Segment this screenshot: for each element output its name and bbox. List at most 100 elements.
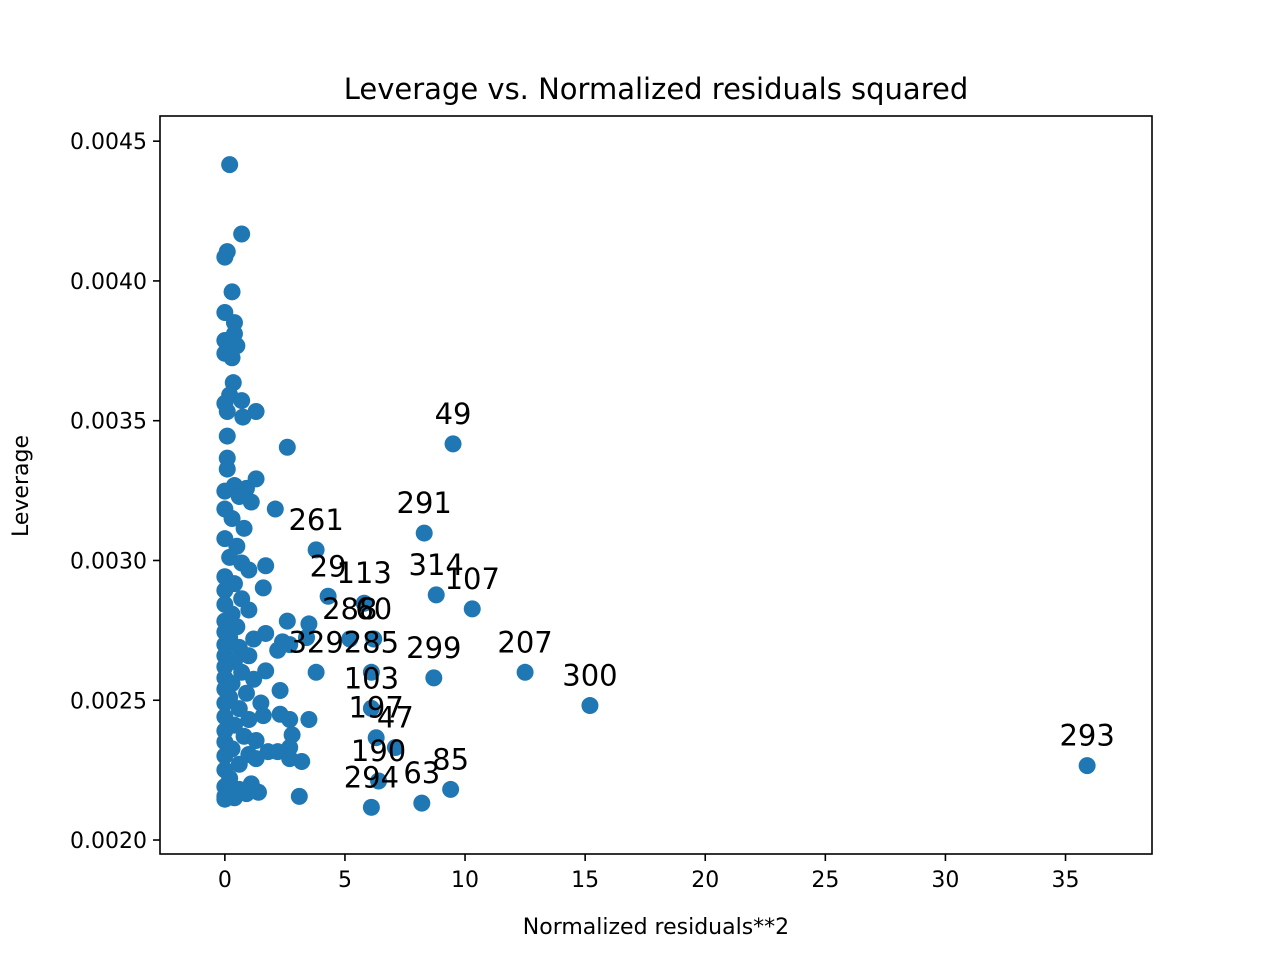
plot-frame <box>159 115 1153 855</box>
x-tick-label: 10 <box>451 868 479 893</box>
point-annotation: 299 <box>406 631 461 665</box>
data-point <box>216 581 234 599</box>
data-point <box>463 600 481 618</box>
data-point <box>237 684 255 702</box>
x-tick-label: 5 <box>338 868 352 893</box>
point-annotation: 85 <box>432 742 469 776</box>
data-point <box>230 700 248 718</box>
data-point <box>216 747 234 765</box>
data-point <box>240 601 258 619</box>
y-axis-title: Leverage <box>9 435 34 537</box>
data-point <box>341 630 359 648</box>
data-point <box>234 408 252 426</box>
x-tick-label: 15 <box>571 868 599 893</box>
data-point <box>278 612 296 630</box>
data-point <box>245 670 263 688</box>
data-point <box>362 663 380 681</box>
data-point <box>298 629 316 647</box>
data-point <box>247 732 265 750</box>
data-point <box>300 711 318 729</box>
data-point <box>233 392 251 410</box>
point-annotation: 103 <box>344 661 399 695</box>
x-tick-label: 20 <box>691 868 719 893</box>
point-annotation: 107 <box>445 562 500 596</box>
point-annotation: 294 <box>344 760 399 794</box>
data-point <box>218 427 236 445</box>
data-point <box>223 349 241 367</box>
y-tick-label: 0.0045 <box>70 130 147 155</box>
data-point <box>235 519 253 537</box>
data-point <box>367 729 385 747</box>
points-layer <box>216 156 1096 816</box>
data-point <box>581 697 599 715</box>
x-axis: 0 5 10 15 20 25 30 35 <box>218 854 1080 893</box>
y-tick-label: 0.0025 <box>70 689 147 714</box>
point-annotation: 197 <box>348 691 403 725</box>
data-point <box>242 493 260 511</box>
data-point <box>307 541 325 559</box>
y-tick-label: 0.0030 <box>70 549 147 574</box>
point-annotation: 207 <box>497 625 552 659</box>
data-point <box>247 750 265 768</box>
data-point <box>216 248 234 266</box>
data-point <box>365 630 383 648</box>
x-tick-label: 0 <box>218 868 232 893</box>
data-point <box>413 794 431 812</box>
data-point <box>362 798 380 816</box>
data-point <box>283 726 301 744</box>
data-point <box>425 669 443 687</box>
point-annotation: 29 <box>310 549 347 583</box>
data-point <box>254 707 272 725</box>
data-point <box>386 738 404 756</box>
x-tick-label: 25 <box>811 868 839 893</box>
point-annotation: 113 <box>336 556 391 590</box>
data-point <box>1078 757 1096 775</box>
point-annotation: 293 <box>1059 719 1114 753</box>
data-point <box>257 557 275 575</box>
data-point <box>218 460 236 478</box>
point-annotation: 300 <box>562 659 617 693</box>
data-point <box>355 594 373 612</box>
data-point <box>233 225 251 243</box>
x-tick-label: 35 <box>1052 868 1080 893</box>
data-point <box>218 402 236 420</box>
data-point <box>370 772 388 790</box>
data-point <box>216 482 234 500</box>
data-point <box>269 641 287 659</box>
point-annotation: 63 <box>403 756 440 790</box>
point-annotation: 291 <box>397 486 452 520</box>
data-point <box>240 561 258 579</box>
data-point <box>254 579 272 597</box>
x-tick-label: 30 <box>931 868 959 893</box>
data-point <box>252 694 270 712</box>
x-axis-title: Normalized residuals**2 <box>523 915 789 940</box>
data-point <box>245 630 263 648</box>
data-point <box>240 647 258 665</box>
data-point <box>442 780 460 798</box>
data-point <box>307 663 325 681</box>
chart-title: Leverage vs. Normalized residuals square… <box>344 72 968 106</box>
data-point <box>266 500 284 518</box>
point-annotation: 190 <box>351 734 406 768</box>
data-point <box>300 615 318 633</box>
data-point <box>281 711 299 729</box>
data-point <box>293 752 311 770</box>
data-point <box>319 587 337 605</box>
point-annotation: 49 <box>435 397 472 431</box>
y-tick-label: 0.0040 <box>70 270 147 295</box>
data-point <box>271 681 289 699</box>
point-annotation: 285 <box>344 625 399 659</box>
point-annotation: 288 <box>322 592 377 626</box>
point-annotation: 314 <box>409 548 464 582</box>
y-tick-label: 0.0035 <box>70 410 147 435</box>
point-annotation: 47 <box>377 700 414 734</box>
data-point <box>516 663 534 681</box>
data-point <box>444 435 462 453</box>
data-point <box>230 755 248 773</box>
point-annotation: 261 <box>288 503 343 537</box>
data-point <box>223 283 241 301</box>
